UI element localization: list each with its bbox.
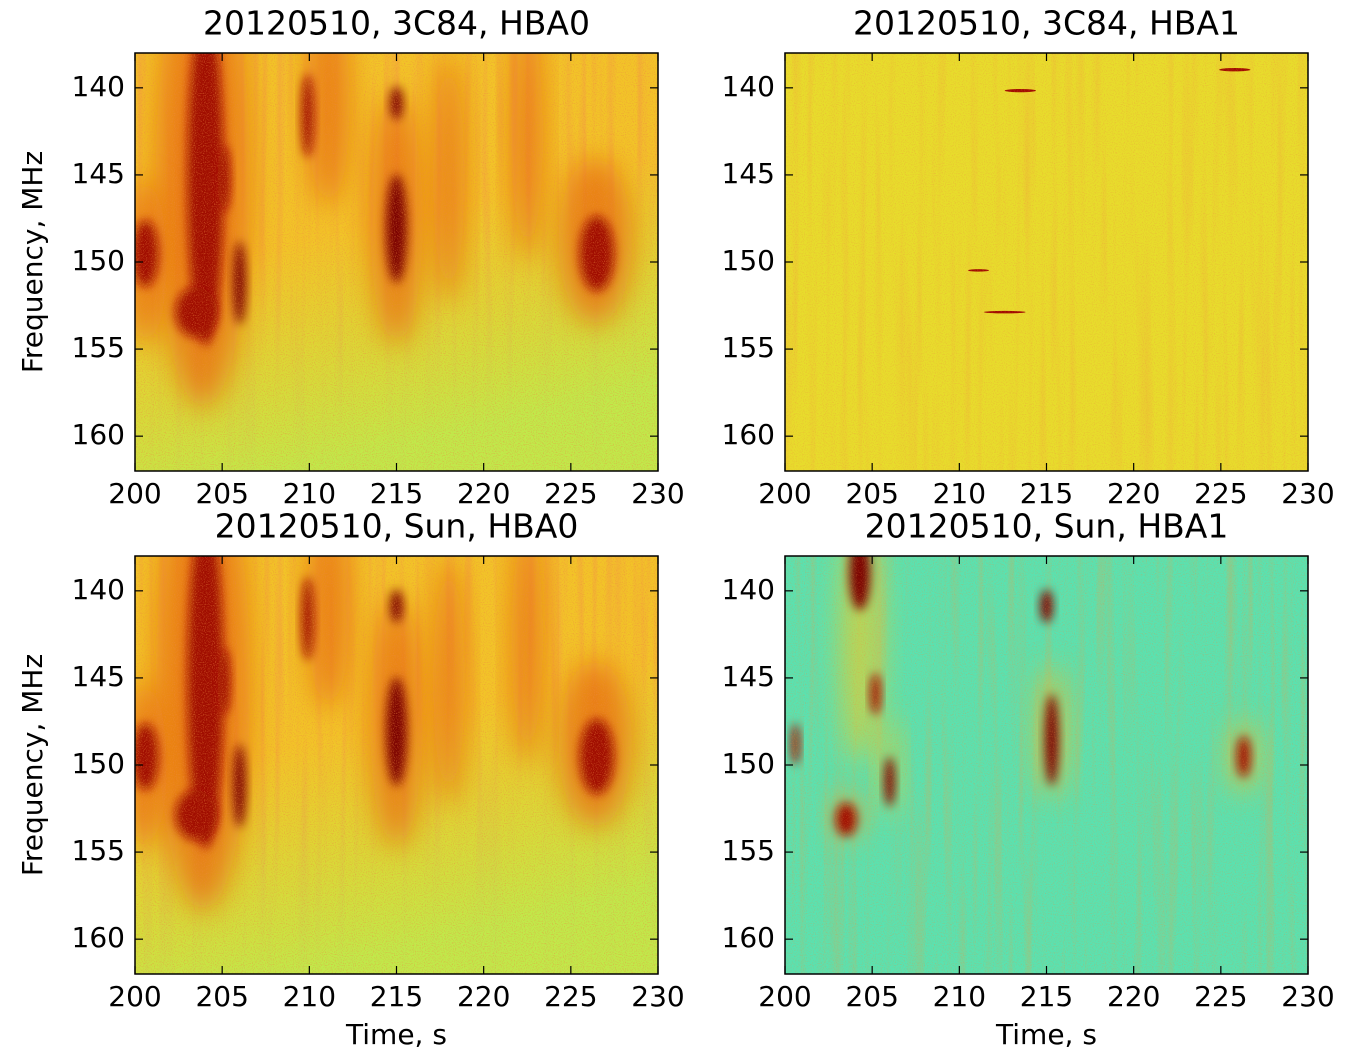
x-axis-label: Time, s (345, 1018, 447, 1051)
x-tick-label: 200 (108, 477, 161, 510)
x-tick-label: 200 (758, 477, 811, 510)
y-tick-label: 155 (722, 331, 775, 364)
y-tick-label: 155 (722, 834, 775, 867)
x-tick-label: 210 (933, 477, 986, 510)
x-tick-label: 230 (631, 477, 684, 510)
x-tick-label: 220 (457, 980, 510, 1013)
y-tick-label: 160 (72, 921, 125, 954)
y-tick-label: 140 (72, 573, 125, 606)
y-tick-label: 160 (722, 921, 775, 954)
y-tick-label: 150 (722, 244, 775, 277)
x-tick-label: 220 (457, 477, 510, 510)
y-tick-label: 140 (722, 573, 775, 606)
speckle (135, 556, 658, 974)
x-tick-label: 230 (1281, 477, 1334, 510)
x-tick-label: 220 (1107, 477, 1160, 510)
y-tick-label: 160 (722, 418, 775, 451)
chart-title: 20120510, 3C84, HBA0 (203, 4, 590, 43)
y-tick-label: 140 (72, 70, 125, 103)
x-tick-label: 200 (758, 980, 811, 1013)
y-tick-label: 150 (72, 747, 125, 780)
x-tick-label: 205 (195, 980, 248, 1013)
y-tick-label: 140 (722, 70, 775, 103)
x-tick-label: 225 (544, 477, 597, 510)
x-tick-label: 225 (1194, 980, 1247, 1013)
heatmap (785, 53, 1308, 471)
x-tick-label: 205 (845, 980, 898, 1013)
y-tick-label: 145 (722, 157, 775, 190)
x-tick-label: 210 (283, 477, 336, 510)
speckle (785, 556, 1308, 974)
x-tick-label: 230 (631, 980, 684, 1013)
x-tick-label: 215 (1020, 980, 1073, 1013)
heatmap (135, 53, 658, 471)
y-tick-label: 145 (722, 660, 775, 693)
x-axis-label: Time, s (995, 1018, 1097, 1051)
speckle (785, 53, 1308, 471)
y-tick-label: 145 (72, 660, 125, 693)
x-tick-label: 215 (370, 477, 423, 510)
x-tick-label: 210 (933, 980, 986, 1013)
x-tick-label: 220 (1107, 980, 1160, 1013)
x-tick-label: 205 (195, 477, 248, 510)
y-tick-label: 155 (72, 331, 125, 364)
x-tick-label: 215 (370, 980, 423, 1013)
heatmap (785, 556, 1308, 974)
y-axis-label: Frequency, MHz (16, 654, 49, 876)
x-tick-label: 230 (1281, 980, 1334, 1013)
heatmap (135, 556, 658, 974)
y-tick-label: 150 (722, 747, 775, 780)
y-tick-label: 160 (72, 418, 125, 451)
speckle (135, 53, 658, 471)
chart-title: 20120510, 3C84, HBA1 (853, 4, 1240, 43)
y-tick-label: 150 (72, 244, 125, 277)
chart-title: 20120510, Sun, HBA1 (865, 507, 1229, 546)
x-tick-label: 210 (283, 980, 336, 1013)
y-axis-label: Frequency, MHz (16, 151, 49, 373)
y-tick-label: 155 (72, 834, 125, 867)
x-tick-label: 225 (1194, 477, 1247, 510)
y-tick-label: 145 (72, 157, 125, 190)
x-tick-label: 225 (544, 980, 597, 1013)
chart-title: 20120510, Sun, HBA0 (215, 507, 579, 546)
x-tick-label: 205 (845, 477, 898, 510)
x-tick-label: 200 (108, 980, 161, 1013)
x-tick-label: 215 (1020, 477, 1073, 510)
